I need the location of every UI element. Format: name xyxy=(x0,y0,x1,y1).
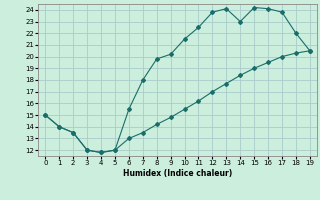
X-axis label: Humidex (Indice chaleur): Humidex (Indice chaleur) xyxy=(123,169,232,178)
